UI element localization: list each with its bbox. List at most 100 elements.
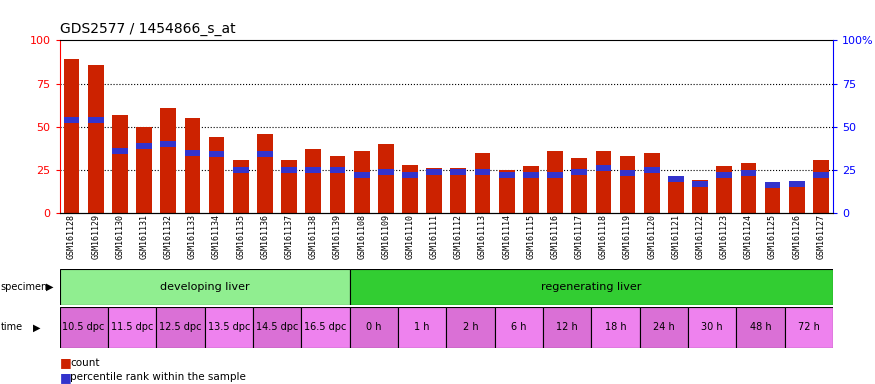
- Bar: [688, 307, 737, 348]
- Bar: [571, 158, 587, 213]
- Bar: [64, 117, 80, 123]
- Text: GSM161120: GSM161120: [648, 214, 656, 259]
- Text: 72 h: 72 h: [798, 322, 820, 333]
- Text: 6 h: 6 h: [511, 322, 527, 333]
- Text: 16.5 dpc: 16.5 dpc: [304, 322, 347, 333]
- Text: time: time: [1, 322, 23, 333]
- Text: ▶: ▶: [33, 322, 41, 333]
- Bar: [542, 307, 592, 348]
- Text: GSM161123: GSM161123: [720, 214, 729, 259]
- Text: GSM161122: GSM161122: [696, 214, 704, 259]
- Bar: [354, 172, 369, 178]
- Bar: [547, 151, 563, 213]
- Text: percentile rank within the sample: percentile rank within the sample: [70, 372, 246, 382]
- Text: GSM161124: GSM161124: [744, 214, 752, 259]
- Text: specimen: specimen: [1, 282, 48, 292]
- Text: GSM161111: GSM161111: [430, 214, 438, 259]
- Bar: [88, 117, 103, 123]
- Bar: [160, 141, 176, 147]
- Bar: [209, 151, 225, 157]
- Bar: [813, 160, 829, 213]
- Text: GSM161110: GSM161110: [405, 214, 415, 259]
- Bar: [451, 169, 466, 175]
- Bar: [112, 148, 128, 154]
- Bar: [785, 307, 833, 348]
- Text: 1 h: 1 h: [415, 322, 430, 333]
- Text: ■: ■: [60, 356, 71, 369]
- Text: GSM161128: GSM161128: [67, 214, 76, 259]
- Text: GSM161121: GSM161121: [671, 214, 681, 259]
- Bar: [668, 177, 683, 213]
- Bar: [717, 167, 732, 213]
- Text: GSM161131: GSM161131: [140, 214, 149, 259]
- Bar: [60, 307, 108, 348]
- Text: GSM161136: GSM161136: [261, 214, 270, 259]
- Bar: [402, 172, 418, 178]
- Bar: [620, 170, 635, 176]
- Bar: [523, 167, 539, 213]
- Bar: [354, 151, 369, 213]
- Bar: [499, 170, 514, 213]
- Bar: [257, 151, 273, 157]
- Bar: [740, 170, 756, 176]
- Text: count: count: [70, 358, 100, 368]
- Text: 11.5 dpc: 11.5 dpc: [111, 322, 153, 333]
- Bar: [692, 180, 708, 213]
- Bar: [233, 160, 248, 213]
- Text: GSM161125: GSM161125: [768, 214, 777, 259]
- Bar: [640, 307, 688, 348]
- Bar: [692, 181, 708, 187]
- Bar: [789, 182, 805, 213]
- Bar: [765, 182, 780, 213]
- Text: 13.5 dpc: 13.5 dpc: [207, 322, 250, 333]
- Bar: [305, 149, 321, 213]
- Text: GSM161135: GSM161135: [236, 214, 245, 259]
- Bar: [136, 143, 152, 149]
- Bar: [668, 175, 683, 182]
- Bar: [717, 172, 732, 178]
- Bar: [426, 169, 442, 175]
- Bar: [185, 118, 200, 213]
- Bar: [209, 137, 225, 213]
- Text: 24 h: 24 h: [653, 322, 675, 333]
- Bar: [253, 307, 301, 348]
- Bar: [596, 151, 612, 213]
- Bar: [378, 169, 394, 175]
- Text: GSM161129: GSM161129: [91, 214, 101, 259]
- Bar: [592, 307, 640, 348]
- Bar: [112, 115, 128, 213]
- Bar: [596, 165, 612, 171]
- Bar: [474, 152, 490, 213]
- Text: 12.5 dpc: 12.5 dpc: [159, 322, 201, 333]
- Bar: [571, 169, 587, 175]
- Bar: [378, 144, 394, 213]
- Bar: [157, 307, 205, 348]
- Text: GSM161127: GSM161127: [816, 214, 825, 259]
- Bar: [644, 167, 660, 173]
- Text: 0 h: 0 h: [366, 322, 382, 333]
- Text: 14.5 dpc: 14.5 dpc: [255, 322, 298, 333]
- Bar: [765, 182, 780, 189]
- Bar: [305, 167, 321, 173]
- Bar: [474, 169, 490, 175]
- Text: 30 h: 30 h: [702, 322, 723, 333]
- Bar: [620, 156, 635, 213]
- Text: 12 h: 12 h: [556, 322, 578, 333]
- Text: 48 h: 48 h: [750, 322, 771, 333]
- Bar: [160, 108, 176, 213]
- Text: GSM161119: GSM161119: [623, 214, 632, 259]
- Text: GSM161138: GSM161138: [309, 214, 318, 259]
- Bar: [402, 165, 418, 213]
- Text: GSM161137: GSM161137: [284, 214, 294, 259]
- Bar: [350, 307, 398, 348]
- Text: ▶: ▶: [46, 282, 53, 292]
- Bar: [789, 181, 805, 187]
- Bar: [60, 269, 350, 305]
- Text: GSM161139: GSM161139: [333, 214, 342, 259]
- Text: regenerating liver: regenerating liver: [541, 282, 641, 292]
- Bar: [740, 163, 756, 213]
- Text: GSM161108: GSM161108: [357, 214, 366, 259]
- Bar: [426, 168, 442, 213]
- Text: GSM161126: GSM161126: [792, 214, 802, 259]
- Text: 2 h: 2 h: [463, 322, 479, 333]
